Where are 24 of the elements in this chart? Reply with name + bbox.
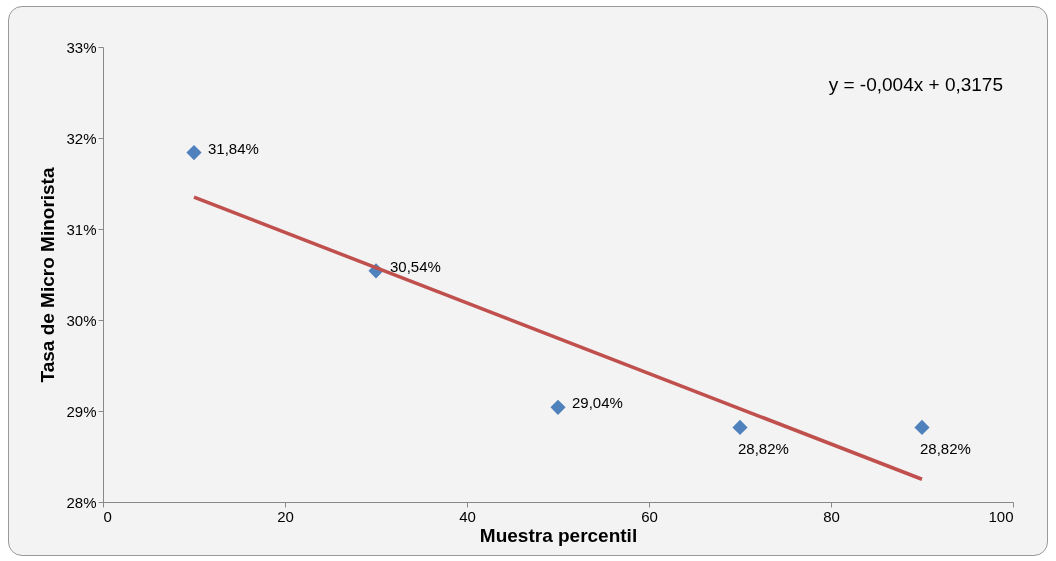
point [732,419,748,435]
point [550,399,566,415]
point [186,144,202,161]
y-tick-label: 33% [66,38,97,56]
x-tick-label: 60 [641,507,658,525]
x-tick-label: 80 [823,507,840,525]
x-tick-label: 40 [459,507,476,525]
data-label: 31,84% [208,139,259,157]
data-label: 28,82% [920,440,971,458]
point [914,419,930,435]
x-tick-label: 100 [988,507,1014,525]
data-label: 28,82% [738,440,789,458]
y-tick-label: 28% [66,493,97,511]
y-tick-label: 31% [66,220,97,238]
data-label: 30,54% [390,257,441,275]
y-tick-label: 32% [66,129,97,147]
annotation: y = -0,004x + 0,3175 [828,74,1003,95]
y-tick-label: 30% [66,311,97,329]
y-axis-title: Tasa de Micro Minorista [37,167,59,383]
x-tick-label: 0 [103,507,112,525]
x-axis-title: Muestra percentil [479,524,638,546]
y-tick-label: 29% [66,402,97,420]
data-label: 29,04% [572,394,623,412]
x-tick-label: 20 [277,507,294,525]
